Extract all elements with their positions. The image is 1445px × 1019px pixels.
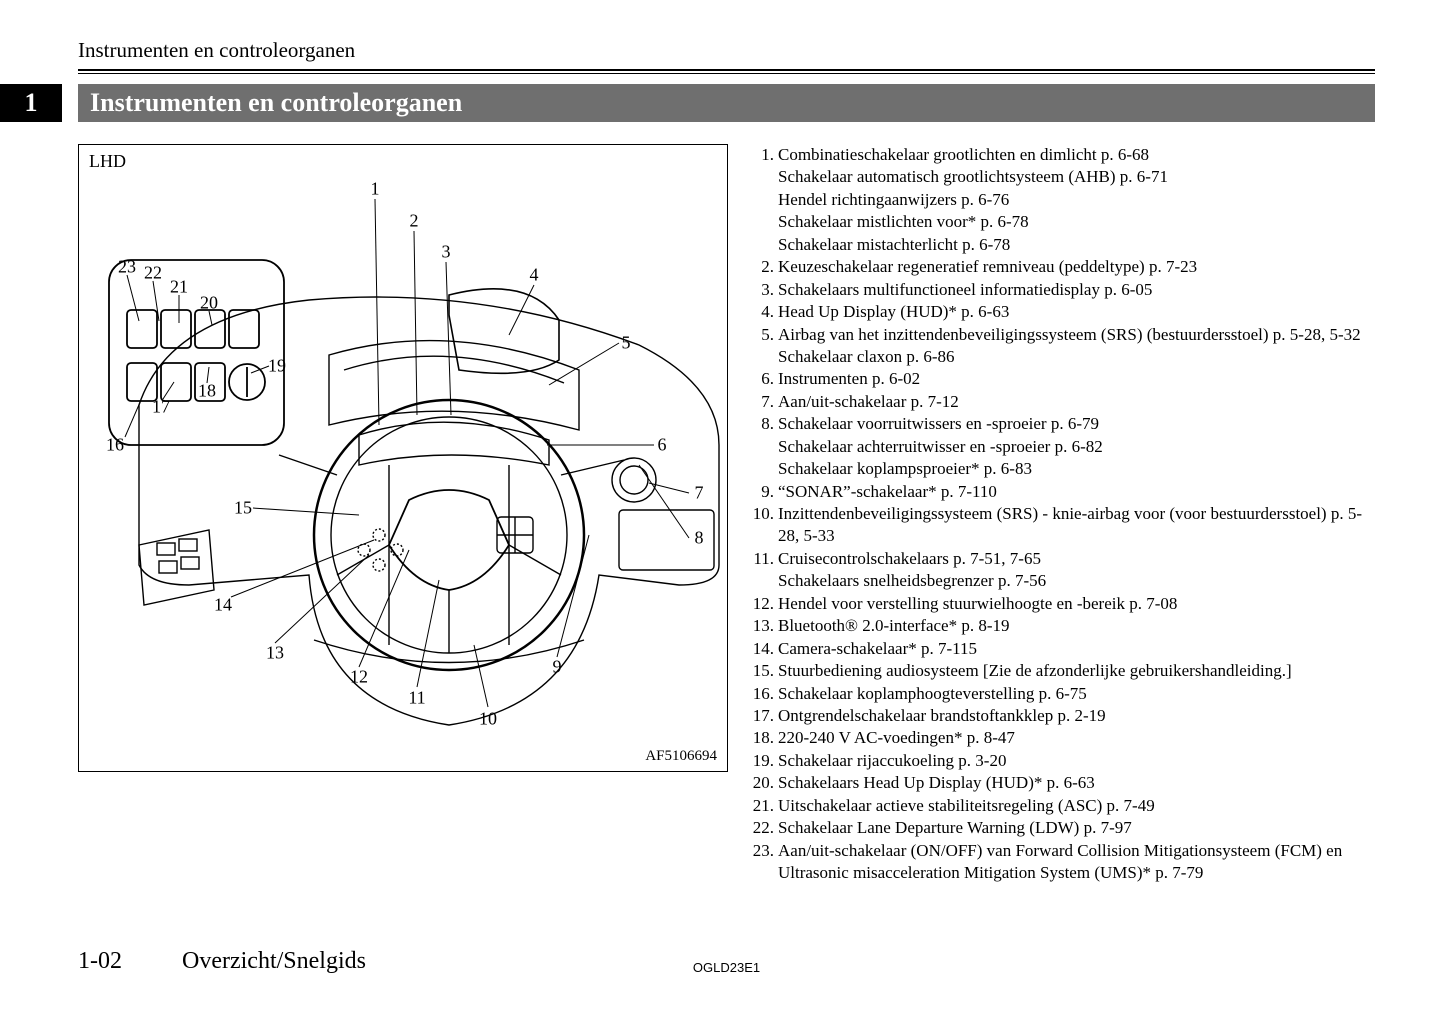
header-rule-thick xyxy=(78,69,1375,71)
callout-number: 11 xyxy=(408,688,425,709)
legend-line: 220-240 V AC-voedingen* p. 8-47 xyxy=(778,727,1375,749)
legend-item: Schakelaars multifunctioneel informatied… xyxy=(750,279,1375,301)
legend-item: Aan/uit-schakelaar (ON/OFF) van Forward … xyxy=(750,840,1375,885)
callout-number: 8 xyxy=(695,528,704,549)
legend-line: Schakelaar achterruitwisser en -sproeier… xyxy=(778,436,1375,458)
legend-line: Stuurbediening audiosysteem [Zie de afzo… xyxy=(778,660,1375,682)
legend-line: Schakelaar automatisch grootlichtsysteem… xyxy=(778,166,1375,188)
callout-number: 9 xyxy=(553,657,562,678)
callout-number: 21 xyxy=(170,277,188,298)
legend-item: Aan/uit-schakelaar p. 7-12 xyxy=(750,391,1375,413)
callout-number: 15 xyxy=(234,498,252,519)
legend-line: “SONAR”-schakelaar* p. 7-110 xyxy=(778,481,1375,503)
callout-number: 1 xyxy=(371,179,380,200)
legend-line: Ontgrendelschakelaar brandstoftankklep p… xyxy=(778,705,1375,727)
running-header: Instrumenten en controleorganen xyxy=(78,38,1375,63)
legend-item: Schakelaars Head Up Display (HUD)* p. 6-… xyxy=(750,772,1375,794)
page-footer: 1-02 Overzicht/Snelgids OGLD23E1 xyxy=(78,948,1375,975)
callout-number: 20 xyxy=(200,293,218,314)
legend-item: “SONAR”-schakelaar* p. 7-110 xyxy=(750,481,1375,503)
section-title-bar: Instrumenten en controleorganen xyxy=(78,84,1375,122)
callout-number: 3 xyxy=(442,242,451,263)
legend-line: Schakelaar rijaccukoeling p. 3-20 xyxy=(778,750,1375,772)
legend-list: Combinatieschakelaar grootlichten en dim… xyxy=(750,144,1375,884)
legend-item: Head Up Display (HUD)* p. 6-63 xyxy=(750,301,1375,323)
legend-line: Cruisecontrolschakelaars p. 7-51, 7-65 xyxy=(778,548,1375,570)
page-number: 1-02 xyxy=(78,948,122,975)
legend-line: Schakelaar Lane Departure Warning (LDW) … xyxy=(778,817,1375,839)
legend-line: Aan/uit-schakelaar p. 7-12 xyxy=(778,391,1375,413)
callout-number: 5 xyxy=(622,333,631,354)
callout-number: 16 xyxy=(106,435,124,456)
callout-number: 6 xyxy=(658,435,667,456)
legend-line: Camera-schakelaar* p. 7-115 xyxy=(778,638,1375,660)
legend-line: Schakelaar voorruitwissers en -sproeier … xyxy=(778,413,1375,435)
legend-line: Bluetooth® 2.0-interface* p. 8-19 xyxy=(778,615,1375,637)
legend-item: Uitschakelaar actieve stabiliteitsregeli… xyxy=(750,795,1375,817)
legend-line: Hendel richtingaanwijzers p. 6-76 xyxy=(778,189,1375,211)
legend-item: Airbag van het inzittendenbeveiligingssy… xyxy=(750,324,1375,369)
legend-item: Hendel voor verstelling stuurwielhoogte … xyxy=(750,593,1375,615)
footer-section-name: Overzicht/Snelgids xyxy=(182,948,366,975)
legend-item: Combinatieschakelaar grootlichten en dim… xyxy=(750,144,1375,256)
callout-number: 7 xyxy=(695,483,704,504)
callout-number: 18 xyxy=(198,381,216,402)
callout-number: 19 xyxy=(268,356,286,377)
legend-item: Instrumenten p. 6-02 xyxy=(750,368,1375,390)
page: Instrumenten en controleorganen 1 Instru… xyxy=(0,0,1445,1019)
legend-line: Schakelaar mistlichten voor* p. 6-78 xyxy=(778,211,1375,233)
legend-item: Ontgrendelschakelaar brandstoftankklep p… xyxy=(750,705,1375,727)
legend-line: Keuzeschakelaar regeneratief remniveau (… xyxy=(778,256,1375,278)
legend-line: Inzittendenbeveiligingssysteem (SRS) - k… xyxy=(778,503,1375,548)
legend-line: Schakelaar mistachterlicht p. 6-78 xyxy=(778,234,1375,256)
legend-item: Schakelaar voorruitwissers en -sproeier … xyxy=(750,413,1375,480)
legend-line: Hendel voor verstelling stuurwielhoogte … xyxy=(778,593,1375,615)
legend-line: Schakelaar koplampsproeier* p. 6-83 xyxy=(778,458,1375,480)
legend-line: Schakelaar claxon p. 6-86 xyxy=(778,346,1375,368)
callout-number: 17 xyxy=(152,397,170,418)
legend-line: Schakelaars snelheidsbegrenzer p. 7-56 xyxy=(778,570,1375,592)
legend-line: Combinatieschakelaar grootlichten en dim… xyxy=(778,144,1375,166)
legend-item: Inzittendenbeveiligingssysteem (SRS) - k… xyxy=(750,503,1375,548)
legend-line: Head Up Display (HUD)* p. 6-63 xyxy=(778,301,1375,323)
legend-line: Schakelaars Head Up Display (HUD)* p. 6-… xyxy=(778,772,1375,794)
callout-number: 4 xyxy=(530,265,539,286)
legend-line: Uitschakelaar actieve stabiliteitsregeli… xyxy=(778,795,1375,817)
chapter-tab: 1 xyxy=(0,84,62,122)
legend-item: Bluetooth® 2.0-interface* p. 8-19 xyxy=(750,615,1375,637)
dashboard-figure: LHD AF5106694 xyxy=(78,144,728,772)
header-rule-thin xyxy=(78,73,1375,74)
callout-number: 10 xyxy=(479,709,497,730)
legend-item: Schakelaar Lane Departure Warning (LDW) … xyxy=(750,817,1375,839)
legend: Combinatieschakelaar grootlichten en dim… xyxy=(750,144,1375,884)
callout-number: 14 xyxy=(214,595,232,616)
callout-number: 23 xyxy=(118,257,136,278)
document-code: OGLD23E1 xyxy=(693,960,760,975)
callout-number: 2 xyxy=(410,211,419,232)
legend-item: Keuzeschakelaar regeneratief remniveau (… xyxy=(750,256,1375,278)
legend-item: Stuurbediening audiosysteem [Zie de afzo… xyxy=(750,660,1375,682)
content-row: LHD AF5106694 xyxy=(78,144,1375,884)
legend-item: Schakelaar rijaccukoeling p. 3-20 xyxy=(750,750,1375,772)
legend-item: Cruisecontrolschakelaars p. 7-51, 7-65Sc… xyxy=(750,548,1375,593)
legend-item: Camera-schakelaar* p. 7-115 xyxy=(750,638,1375,660)
callout-number: 12 xyxy=(350,667,368,688)
dashboard-line-art xyxy=(79,145,729,773)
callout-number: 13 xyxy=(266,643,284,664)
legend-line: Aan/uit-schakelaar (ON/OFF) van Forward … xyxy=(778,840,1375,885)
legend-line: Instrumenten p. 6-02 xyxy=(778,368,1375,390)
callout-number: 22 xyxy=(144,263,162,284)
title-row: 1 Instrumenten en controleorganen xyxy=(0,84,1375,122)
legend-item: Schakelaar koplamphoogteverstelling p. 6… xyxy=(750,683,1375,705)
legend-item: 220-240 V AC-voedingen* p. 8-47 xyxy=(750,727,1375,749)
legend-line: Airbag van het inzittendenbeveiligingssy… xyxy=(778,324,1375,346)
legend-line: Schakelaars multifunctioneel informatied… xyxy=(778,279,1375,301)
legend-line: Schakelaar koplamphoogteverstelling p. 6… xyxy=(778,683,1375,705)
